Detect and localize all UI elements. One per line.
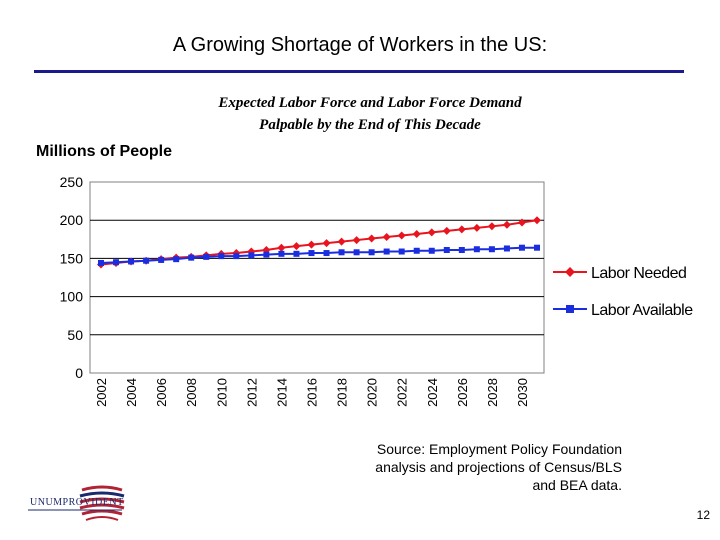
y-axis-label: Millions of People: [36, 143, 173, 160]
source-line-2: analysis and projections of Census/BLS: [375, 459, 622, 475]
legend-marker: [566, 305, 574, 313]
chart-title-line-2: Palpable by the End of This Decade: [259, 117, 481, 133]
source-line-3: and BEA data.: [532, 477, 622, 493]
source-note: Source: Employment Policy Foundation ana…: [322, 440, 622, 494]
y-tick-label: 200: [60, 212, 84, 228]
data-point: [98, 259, 104, 266]
data-point: [534, 244, 540, 251]
x-tick-label: 2002: [94, 378, 109, 407]
data-point: [323, 250, 330, 257]
data-point: [518, 244, 525, 251]
data-point: [322, 239, 331, 248]
data-point: [517, 218, 526, 227]
data-point: [308, 250, 315, 257]
x-tick-label: 2014: [274, 378, 289, 407]
y-tick-label: 50: [67, 327, 83, 343]
y-tick-label: 150: [60, 250, 84, 266]
x-tick-label: 2026: [455, 378, 470, 407]
data-point: [277, 243, 286, 252]
data-point: [218, 253, 225, 260]
x-tick-label: 2010: [214, 378, 229, 407]
chart-title-line-1: Expected Labor Force and Labor Force Dem…: [218, 95, 522, 111]
data-point: [427, 228, 436, 237]
y-tick-label: 0: [75, 365, 83, 381]
data-point: [173, 256, 180, 263]
data-point: [473, 246, 480, 253]
data-point: [248, 252, 255, 259]
data-point: [533, 216, 541, 225]
data-point: [397, 231, 406, 240]
data-point: [263, 251, 270, 258]
legend-label: Labor Available: [591, 302, 693, 319]
data-point: [353, 249, 360, 256]
flag-icon: [28, 485, 125, 521]
legend-label: Labor Needed: [591, 265, 686, 282]
data-point: [383, 248, 390, 255]
data-point: [143, 257, 150, 264]
data-point: [443, 246, 450, 253]
data-point: [472, 223, 481, 232]
page-number: 12: [696, 508, 710, 522]
x-tick-label: 2006: [154, 378, 169, 407]
data-point: [188, 254, 195, 261]
slide-title: A Growing Shortage of Workers in the US:: [172, 34, 548, 56]
x-tick-label: 2018: [335, 378, 350, 407]
title-divider: [34, 70, 684, 73]
data-point: [352, 236, 361, 245]
data-point: [128, 258, 135, 265]
data-point: [338, 249, 345, 256]
data-point: [203, 253, 210, 260]
chart-title: Expected Labor Force and Labor Force Dem…: [150, 92, 590, 136]
data-point: [503, 245, 510, 252]
x-tick-label: 2016: [304, 378, 319, 407]
data-point: [307, 240, 316, 249]
y-tick-label: 100: [60, 289, 84, 305]
x-tick-label: 2008: [184, 378, 199, 407]
x-tick-label: 2030: [515, 378, 530, 407]
data-point: [412, 229, 421, 238]
unumprovident-logo: UNUMPROVIDENT: [22, 482, 132, 528]
x-tick-label: 2022: [395, 378, 410, 407]
data-point: [113, 259, 120, 266]
data-point: [502, 220, 511, 229]
data-point: [337, 237, 346, 246]
data-point: [293, 250, 300, 257]
data-point: [382, 233, 391, 242]
series-line-labor-available: [100, 246, 537, 264]
plot-area: [89, 181, 545, 374]
data-point: [413, 247, 420, 254]
logo-text: UNUMPROVIDENT: [30, 497, 124, 508]
data-point: [442, 226, 451, 235]
x-tick-label: 2020: [365, 378, 380, 407]
data-point: [233, 253, 240, 260]
data-point: [292, 242, 301, 251]
x-tick-label: 2012: [244, 378, 259, 407]
data-point: [398, 248, 405, 255]
x-tick-label: 2024: [425, 378, 440, 407]
source-line-1: Source: Employment Policy Foundation: [376, 441, 622, 457]
x-tick-label: 2004: [124, 378, 139, 407]
legend-marker: [565, 267, 575, 277]
x-tick-label: 2028: [485, 378, 500, 407]
y-tick-label: 250: [60, 174, 84, 190]
data-point: [428, 247, 435, 254]
data-point: [457, 225, 466, 234]
data-point: [487, 222, 496, 231]
data-point: [158, 256, 165, 263]
data-point: [367, 234, 376, 243]
data-point: [278, 250, 285, 257]
data-point: [368, 249, 375, 256]
data-point: [488, 246, 495, 253]
series-line-labor-needed: [100, 219, 538, 266]
data-point: [458, 246, 465, 253]
